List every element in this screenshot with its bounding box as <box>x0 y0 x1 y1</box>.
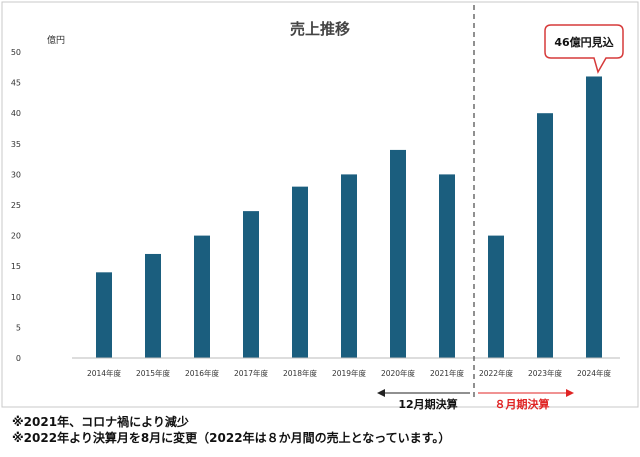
x-tick-label: 2016年度 <box>185 368 220 378</box>
y-tick-label: 5 <box>16 323 21 332</box>
bar-2019年度 <box>341 174 357 358</box>
y-tick-label: 35 <box>11 140 21 149</box>
y-tick-label: 50 <box>11 48 21 57</box>
y-tick-label: 10 <box>11 293 21 302</box>
period-12-arrow-head <box>377 389 385 397</box>
y-axis-ticks: 0 5 10 15 20 25 30 35 40 45 50 <box>11 48 21 363</box>
period-8-month: ８月期決算 <box>478 389 574 411</box>
y-tick-label: 40 <box>11 109 21 118</box>
x-tick-label: 2018年度 <box>283 368 318 378</box>
bar-2017年度 <box>243 211 259 358</box>
y-tick-label: 45 <box>11 79 21 88</box>
period-8-label: ８月期決算 <box>495 397 550 411</box>
x-tick-label: 2022年度 <box>479 368 514 378</box>
x-tick-label: 2019年度 <box>332 368 367 378</box>
callout-bubble <box>544 24 624 74</box>
period-8-arrow-head <box>566 389 574 397</box>
bar-2021年度 <box>439 174 455 358</box>
x-tick-label: 2021年度 <box>430 368 465 378</box>
y-tick-label: 0 <box>16 354 21 363</box>
footnote-covid: ※2021年、コロナ禍により減少 <box>12 415 189 429</box>
bar-2020年度 <box>390 149 406 358</box>
x-tick-label: 2015年度 <box>136 368 171 378</box>
footnotes: ※2021年、コロナ禍により減少 ※2022年より決算月を8月に変更（2022年… <box>12 414 450 446</box>
x-tick-label: 2017年度 <box>234 368 269 378</box>
y-axis-unit-label: 億円 <box>47 34 65 46</box>
callout-text: 46億円見込 <box>554 35 613 49</box>
bar-2014年度 <box>96 272 112 358</box>
bar-2018年度 <box>292 186 308 358</box>
x-tick-label: 2020年度 <box>381 368 416 378</box>
bar-2022年度 <box>488 235 504 358</box>
bar-2015年度 <box>145 253 161 358</box>
x-tick-label: 2024年度 <box>577 368 612 378</box>
y-tick-label: 15 <box>11 262 21 271</box>
y-tick-label: 25 <box>11 201 21 210</box>
y-tick-label: 20 <box>11 232 21 241</box>
x-axis-ticks: 2014年度 2015年度 2016年度 2017年度 2018年度 2019年度 2020… <box>87 368 612 378</box>
x-tick-label: 2023年度 <box>528 368 563 378</box>
bar-2024年度 <box>586 76 602 358</box>
x-tick-label: 2014年度 <box>87 368 122 378</box>
period-12-month: 12月期決算 <box>377 389 470 411</box>
footnote-fiscal-change: ※2022年より決算月を8月に変更（2022年は８か月間の売上となっています。） <box>12 431 451 445</box>
bar-2016年度 <box>194 235 210 358</box>
bar-2023年度 <box>537 113 553 358</box>
callout: 46億円見込 <box>544 24 624 74</box>
period-12-label: 12月期決算 <box>398 397 457 411</box>
y-tick-label: 30 <box>11 170 21 179</box>
chart-title: 売上推移 <box>290 20 350 38</box>
bars <box>96 76 602 358</box>
